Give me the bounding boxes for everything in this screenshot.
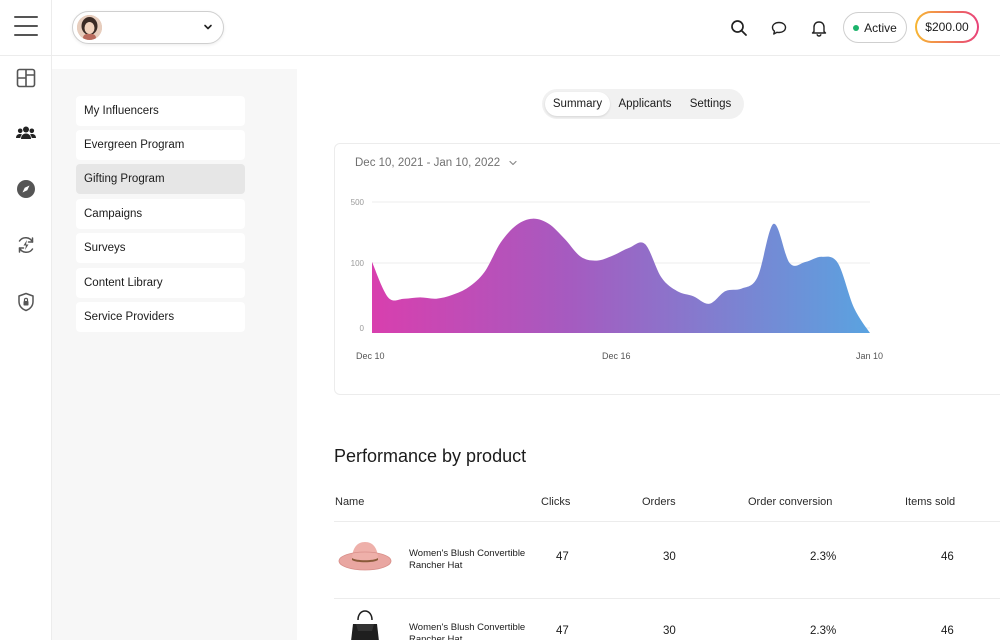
subnav-item-surveys[interactable]: Surveys <box>76 233 245 263</box>
dashboard-icon[interactable] <box>15 67 37 89</box>
balance-amount: $200.00 <box>925 20 969 34</box>
balance-button[interactable]: $200.00 <box>915 11 979 43</box>
y-tick-label: 500 <box>351 198 365 207</box>
tab-applicants[interactable]: Applicants <box>618 98 672 110</box>
table-divider <box>334 598 1000 599</box>
x-tick-label: Dec 16 <box>602 351 631 361</box>
y-tick-label: 0 <box>360 324 365 333</box>
conversion-value: 2.3% <box>810 551 837 563</box>
x-tick-label: Dec 10 <box>356 351 385 361</box>
search-icon[interactable] <box>728 17 750 39</box>
chevron-down-icon <box>204 24 212 30</box>
column-header-name[interactable]: Name <box>335 496 365 508</box>
hat-image <box>336 534 394 580</box>
profile-selector[interactable] <box>72 11 224 44</box>
area-chart: 500 100 0 Dec 10 Dec 16 Jan 10 <box>351 198 883 361</box>
rail-divider <box>51 0 52 640</box>
compass-icon[interactable] <box>15 178 37 200</box>
column-header-order-conversion[interactable]: Order conversion <box>748 496 833 508</box>
clicks-value: 47 <box>556 551 569 563</box>
orders-value: 30 <box>663 625 676 637</box>
tab-settings[interactable]: Settings <box>689 98 732 110</box>
subnav-item-content-library[interactable]: Content Library <box>76 268 245 298</box>
items-sold-value: 46 <box>941 551 954 563</box>
conversion-value: 2.3% <box>810 625 837 637</box>
subnav-item-service-providers[interactable]: Service Providers <box>76 302 245 332</box>
section-title: Performance by product <box>334 446 527 466</box>
date-range-picker[interactable]: Dec 10, 2021 - Jan 10, 2022 <box>355 157 518 169</box>
area-series <box>372 218 870 333</box>
date-range-label: Dec 10, 2021 - Jan 10, 2022 <box>355 157 501 169</box>
menu-icon[interactable] <box>14 16 38 38</box>
users-icon[interactable] <box>15 122 37 144</box>
product-name[interactable]: Women's Blush Convertible Rancher Hat <box>409 622 526 640</box>
subnav-panel: My Influencers Evergreen Program Gifting… <box>52 69 297 640</box>
clicks-value: 47 <box>556 625 569 637</box>
product-name[interactable]: Women's Blush Convertible Rancher Hat <box>409 548 526 571</box>
status-badge[interactable]: Active <box>843 12 907 43</box>
orders-value: 30 <box>663 551 676 563</box>
tab-bar: Summary Applicants Settings <box>542 89 744 119</box>
subnav-item-my-influencers[interactable]: My Influencers <box>76 96 245 126</box>
table-divider <box>334 521 1000 522</box>
shield-icon[interactable] <box>15 291 37 313</box>
avatar <box>77 15 102 40</box>
items-sold-value: 46 <box>941 625 954 637</box>
bell-icon[interactable] <box>808 17 830 39</box>
subnav-item-gifting-program[interactable]: Gifting Program <box>76 164 245 194</box>
y-tick-label: 100 <box>351 259 365 268</box>
column-header-clicks[interactable]: Clicks <box>541 496 571 508</box>
subnav-item-evergreen-program[interactable]: Evergreen Program <box>76 130 245 160</box>
chat-icon[interactable] <box>768 17 790 39</box>
column-header-orders[interactable]: Orders <box>642 496 676 508</box>
tab-summary[interactable]: Summary <box>545 92 610 116</box>
chevron-down-icon <box>509 160 517 166</box>
x-tick-label: Jan 10 <box>856 351 883 361</box>
subnav-item-campaigns[interactable]: Campaigns <box>76 199 245 229</box>
lightning-cycle-icon[interactable] <box>15 234 37 256</box>
status-label: Active <box>864 20 897 35</box>
top-bar: Active $200.00 <box>0 0 1000 56</box>
status-dot-icon <box>853 24 860 31</box>
bag-image <box>336 604 394 640</box>
column-header-items-sold[interactable]: Items sold <box>905 496 956 508</box>
chart-card: Dec 10, 2021 - Jan 10, 2022 500 100 0 Dec 1… <box>334 143 1000 395</box>
